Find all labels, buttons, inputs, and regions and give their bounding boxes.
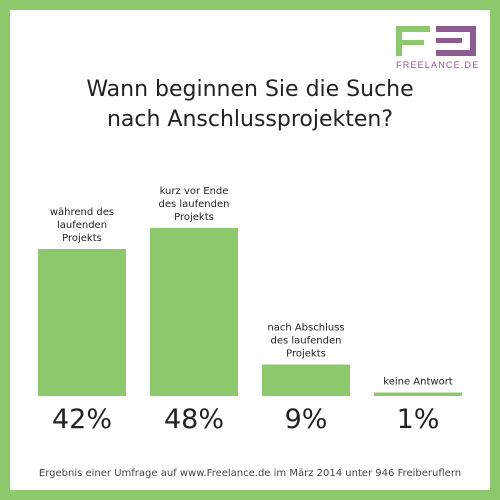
category-label-2: kurz vor Ende des laufenden Projekts — [159, 186, 230, 223]
bar-2 — [150, 228, 238, 396]
category-label-line: kurz vor Ende — [160, 186, 229, 197]
bar-4 — [374, 392, 462, 396]
bar-3 — [262, 364, 350, 396]
freelance-logo-icon — [396, 26, 476, 56]
value-label-1: 42% — [52, 404, 112, 435]
category-label-line: des laufenden — [271, 336, 342, 347]
chart-title: Wann beginnen Sie die Suche nach Anschlu… — [10, 75, 490, 135]
category-label-line: nach Abschluss — [267, 323, 344, 334]
category-label-line: Projekts — [174, 212, 214, 223]
category-label-line: Projekts — [286, 349, 326, 360]
brand-name: FREELANCE.DE — [396, 60, 480, 70]
value-label-4: 1% — [397, 404, 440, 435]
category-label-1: während des laufenden Projekts — [50, 207, 114, 244]
bar-chart: während des laufenden Projekts 42% kurz vor … — [38, 186, 462, 435]
category-label-line: laufenden — [57, 220, 107, 231]
value-label-3: 9% — [285, 404, 328, 435]
chart-title-line-1: Wann beginnen Sie die Suche — [86, 77, 414, 102]
category-label-3: nach Abschluss des laufenden Projekts — [267, 323, 344, 360]
category-label-line: während des — [50, 207, 114, 218]
chart-title-line-2: nach Anschlussprojekten? — [106, 107, 394, 132]
category-label-line: des laufenden — [159, 199, 230, 210]
value-label-2: 48% — [164, 404, 224, 435]
category-label-line: keine Antwort — [383, 377, 453, 388]
brand-logo: FREELANCE.DE — [392, 24, 484, 74]
category-label-line: Projekts — [62, 233, 102, 244]
content-panel: FREELANCE.DE Wann beginnen Sie die Suche… — [10, 10, 490, 490]
category-label-4: keine Antwort — [383, 377, 453, 388]
bar-1 — [38, 249, 126, 396]
footnote: Ergebnis einer Umfrage auf www.Freelance… — [38, 468, 462, 479]
